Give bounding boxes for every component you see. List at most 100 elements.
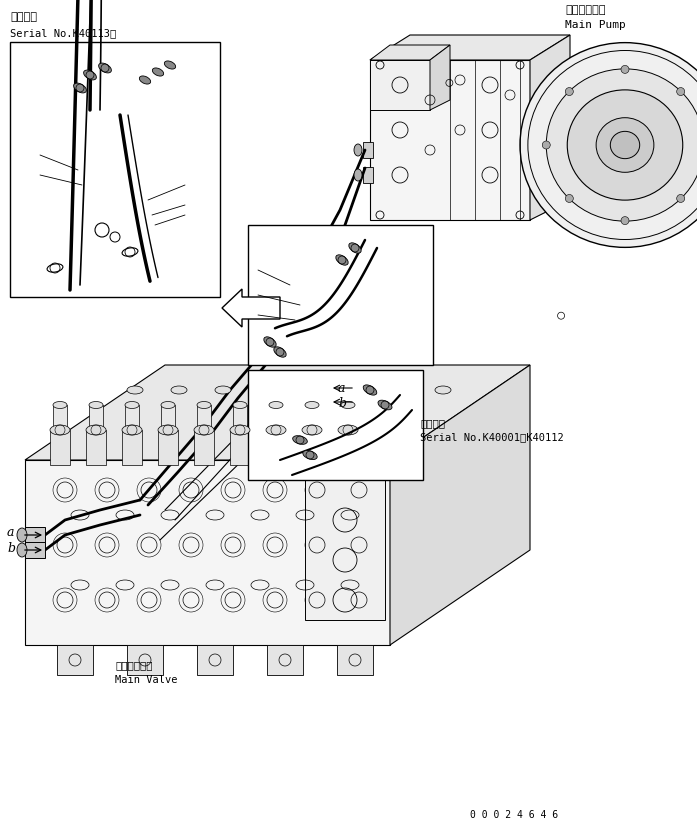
Polygon shape xyxy=(222,289,280,327)
Ellipse shape xyxy=(264,337,276,347)
Polygon shape xyxy=(89,405,103,430)
Text: Main Valve: Main Valve xyxy=(115,675,178,685)
Polygon shape xyxy=(127,645,163,675)
Ellipse shape xyxy=(338,425,358,435)
Ellipse shape xyxy=(435,386,451,394)
Polygon shape xyxy=(86,430,106,465)
Bar xyxy=(363,142,373,158)
Ellipse shape xyxy=(302,425,322,435)
Ellipse shape xyxy=(86,425,106,435)
Ellipse shape xyxy=(302,450,317,459)
Ellipse shape xyxy=(17,543,27,557)
Ellipse shape xyxy=(89,402,103,408)
Circle shape xyxy=(565,87,574,95)
Polygon shape xyxy=(370,60,530,220)
Polygon shape xyxy=(370,35,570,60)
Ellipse shape xyxy=(230,425,250,435)
Ellipse shape xyxy=(139,76,151,84)
Ellipse shape xyxy=(520,43,697,248)
Ellipse shape xyxy=(17,528,27,542)
Ellipse shape xyxy=(197,402,211,408)
Ellipse shape xyxy=(50,425,70,435)
Text: b: b xyxy=(7,542,15,555)
Circle shape xyxy=(565,194,574,202)
Ellipse shape xyxy=(305,402,319,408)
Polygon shape xyxy=(230,430,250,465)
Polygon shape xyxy=(341,405,355,430)
Text: a: a xyxy=(338,382,346,395)
Polygon shape xyxy=(530,35,570,220)
Bar xyxy=(10,42,220,297)
Circle shape xyxy=(621,65,629,73)
Ellipse shape xyxy=(171,386,187,394)
Text: 0 0 0 2 4 6 4 6: 0 0 0 2 4 6 4 6 xyxy=(470,810,558,820)
Polygon shape xyxy=(305,405,319,430)
Circle shape xyxy=(542,141,550,149)
Ellipse shape xyxy=(341,402,355,408)
Polygon shape xyxy=(158,430,178,465)
Polygon shape xyxy=(302,430,322,465)
Ellipse shape xyxy=(363,385,377,395)
Text: b: b xyxy=(338,397,346,410)
Ellipse shape xyxy=(158,425,178,435)
Polygon shape xyxy=(267,645,303,675)
Polygon shape xyxy=(194,430,214,465)
Ellipse shape xyxy=(269,402,283,408)
Bar xyxy=(25,542,45,558)
Polygon shape xyxy=(233,405,247,430)
Ellipse shape xyxy=(354,144,362,156)
Text: Main Pump: Main Pump xyxy=(565,20,626,30)
Ellipse shape xyxy=(194,425,214,435)
Polygon shape xyxy=(125,405,139,430)
Ellipse shape xyxy=(354,169,362,181)
Ellipse shape xyxy=(546,69,697,221)
Polygon shape xyxy=(53,405,67,430)
Text: Serial No.K40113～: Serial No.K40113～ xyxy=(10,28,116,38)
Polygon shape xyxy=(338,430,358,465)
Text: 適用号機: 適用号機 xyxy=(420,418,445,428)
Ellipse shape xyxy=(348,243,361,253)
Polygon shape xyxy=(122,430,142,465)
Bar xyxy=(248,225,433,365)
Polygon shape xyxy=(370,60,430,110)
Ellipse shape xyxy=(378,400,392,410)
Ellipse shape xyxy=(53,402,67,408)
Ellipse shape xyxy=(293,435,307,444)
Ellipse shape xyxy=(153,68,164,76)
Text: a: a xyxy=(7,527,15,540)
Ellipse shape xyxy=(98,63,112,73)
Polygon shape xyxy=(269,405,283,430)
Circle shape xyxy=(677,87,684,95)
Polygon shape xyxy=(197,405,211,430)
Ellipse shape xyxy=(84,70,96,80)
Ellipse shape xyxy=(336,255,348,265)
Ellipse shape xyxy=(259,386,275,394)
Polygon shape xyxy=(197,645,233,675)
Polygon shape xyxy=(266,430,286,465)
Ellipse shape xyxy=(611,132,640,159)
Polygon shape xyxy=(57,645,93,675)
Bar xyxy=(248,370,423,480)
Polygon shape xyxy=(161,405,175,430)
Text: メインバルブ: メインバルブ xyxy=(115,660,153,670)
Ellipse shape xyxy=(122,425,142,435)
Polygon shape xyxy=(25,460,390,645)
Polygon shape xyxy=(305,480,385,620)
Ellipse shape xyxy=(161,402,175,408)
Ellipse shape xyxy=(164,61,176,69)
Ellipse shape xyxy=(266,425,286,435)
Polygon shape xyxy=(50,430,70,465)
Ellipse shape xyxy=(347,386,363,394)
Ellipse shape xyxy=(274,346,286,357)
Ellipse shape xyxy=(125,402,139,408)
Polygon shape xyxy=(370,45,450,60)
Polygon shape xyxy=(337,645,373,675)
Circle shape xyxy=(677,194,684,202)
Ellipse shape xyxy=(74,83,86,93)
Ellipse shape xyxy=(596,118,654,172)
Text: Serial No.K40001～K40112: Serial No.K40001～K40112 xyxy=(420,432,564,442)
Polygon shape xyxy=(430,45,450,110)
Ellipse shape xyxy=(303,386,319,394)
Bar xyxy=(25,527,45,543)
Ellipse shape xyxy=(391,386,407,394)
